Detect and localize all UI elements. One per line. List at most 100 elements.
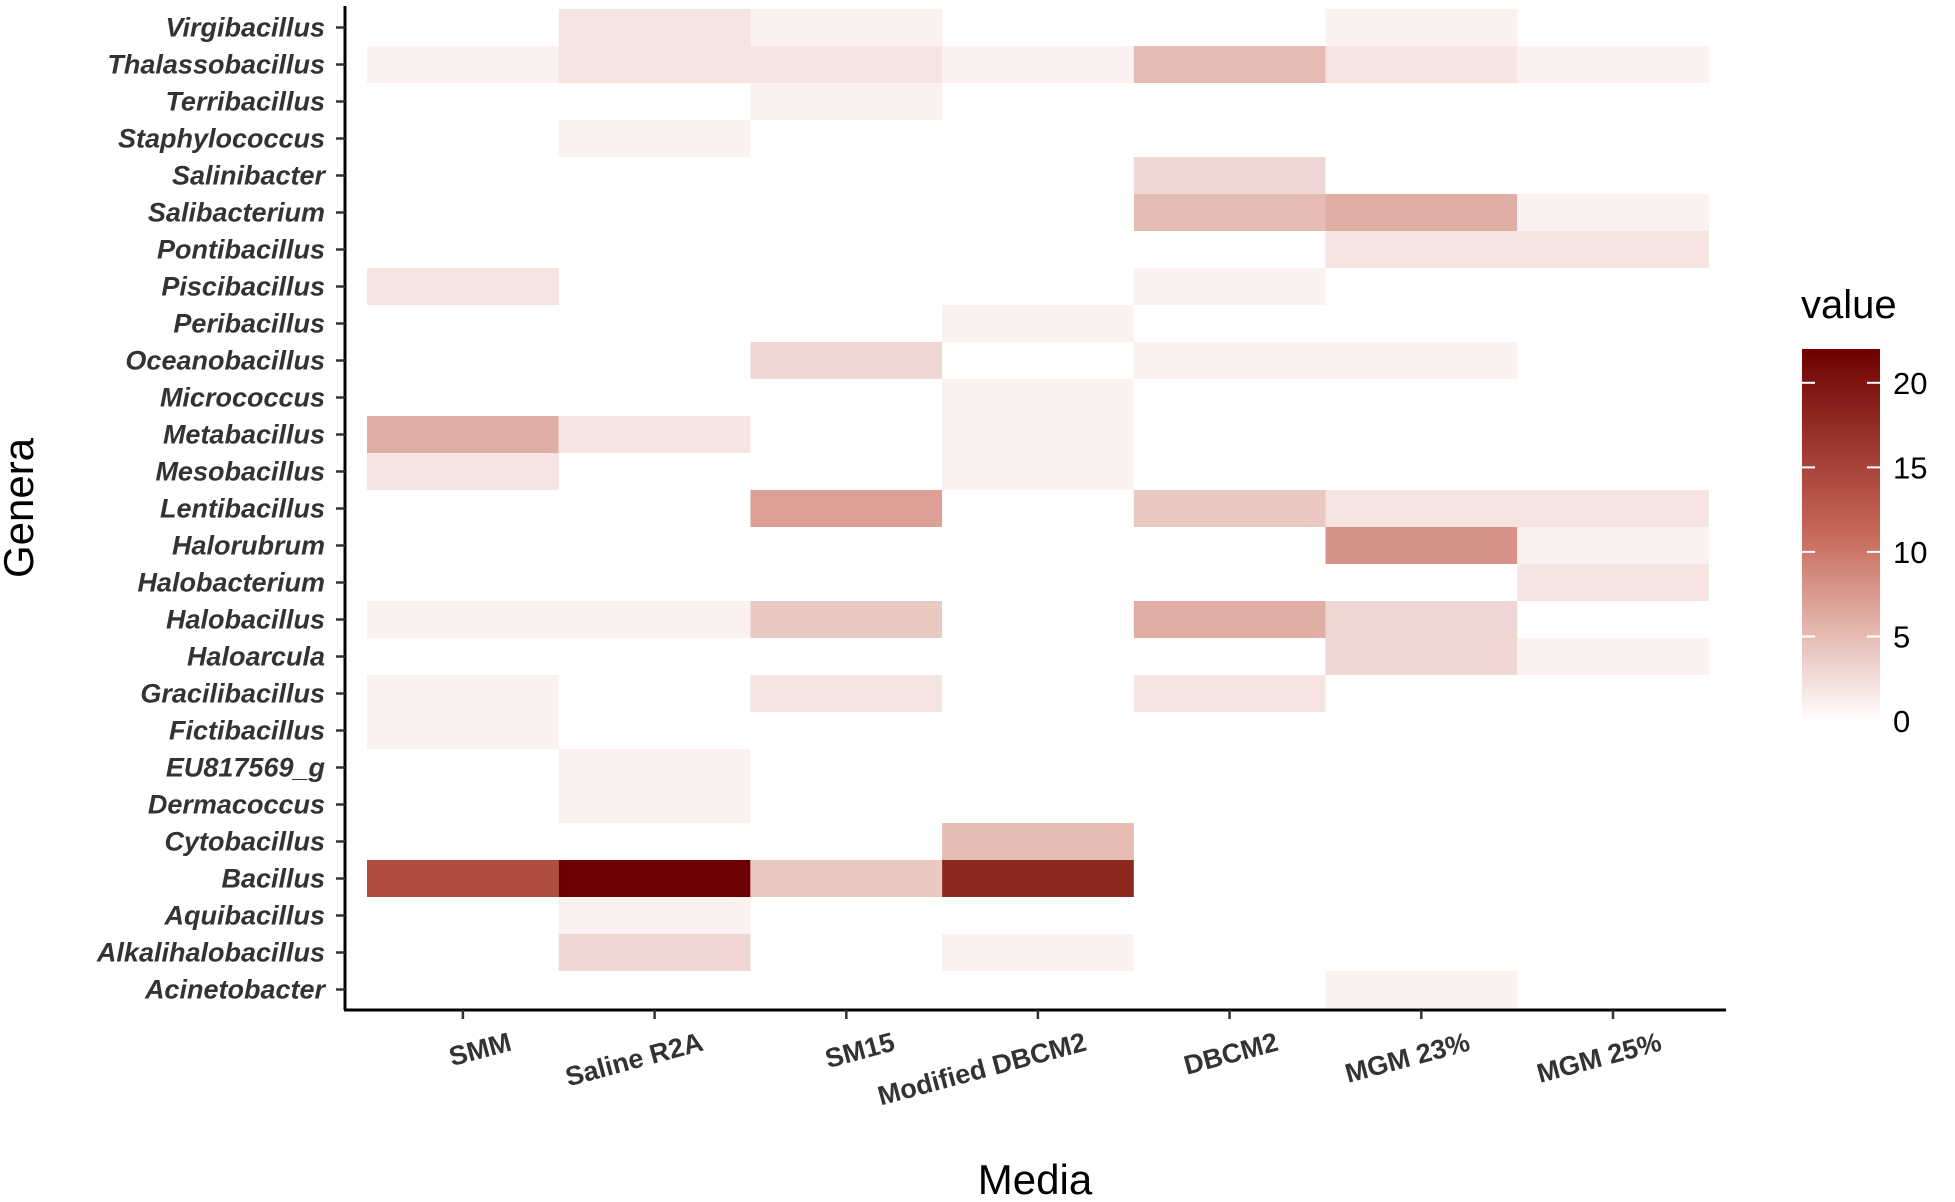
heatmap-cell xyxy=(1133,46,1326,83)
y-tick-label: Oceanobacillus xyxy=(125,346,325,376)
y-tick-label: Fictibacillus xyxy=(169,716,325,746)
heatmap-cell xyxy=(750,83,943,120)
y-tick-label: Alkalihalobacillus xyxy=(96,938,325,968)
y-tick-label: Halobacillus xyxy=(166,605,325,635)
x-tick-marks xyxy=(461,1010,1615,1019)
y-tick-label: Aquibacillus xyxy=(163,901,325,931)
heatmap-cell xyxy=(558,897,751,934)
heatmap-cell xyxy=(558,416,751,453)
heatmap-cell xyxy=(1133,675,1326,712)
heatmap-cell xyxy=(942,860,1134,897)
heatmap-cell xyxy=(1517,638,1709,675)
heatmap-cell xyxy=(1517,194,1709,231)
y-tick-label: Micrococcus xyxy=(160,383,325,413)
y-tick-label: EU817569_g xyxy=(166,753,326,783)
y-tick-label: Lentibacillus xyxy=(160,494,325,524)
heatmap-cell xyxy=(750,9,943,46)
heatmap-cell xyxy=(942,416,1134,453)
x-axis-title: Media xyxy=(978,1156,1093,1202)
y-tick-label: Salibacterium xyxy=(148,198,325,228)
heatmap-cell xyxy=(1517,46,1709,83)
y-tick-label: Virgibacillus xyxy=(165,13,325,43)
y-tick-label: Gracilibacillus xyxy=(140,679,325,709)
heatmap-cell xyxy=(1325,342,1518,379)
x-tick-label: MGM 25% xyxy=(1534,1027,1665,1089)
x-tick-label: Modified DBCM2 xyxy=(875,1027,1090,1111)
heatmap-cell xyxy=(1517,231,1709,268)
heatmap-cell xyxy=(1325,231,1518,268)
heatmap-cell xyxy=(558,934,751,971)
heatmap-cells xyxy=(367,9,1709,1008)
heatmap-cell xyxy=(367,860,559,897)
y-tick-label: Dermacoccus xyxy=(148,790,325,820)
legend-tick-label: 5 xyxy=(1893,620,1910,655)
legend-ticks: 0 5 10 15 20 xyxy=(1802,366,1927,739)
heatmap-cell xyxy=(1133,490,1326,527)
y-tick-labels: Virgibacillus Thalassobacillus Terribacill… xyxy=(96,13,327,1005)
heatmap-cell xyxy=(558,601,751,638)
heatmap-cell xyxy=(942,453,1134,490)
heatmap-cell xyxy=(1325,601,1518,638)
heatmap-cell xyxy=(367,712,559,749)
x-tick-label: SM15 xyxy=(822,1027,898,1074)
heatmap-cell xyxy=(558,860,751,897)
y-tick-label: Pontibacillus xyxy=(157,235,325,265)
legend-title: value xyxy=(1801,283,1897,327)
heatmap-cell xyxy=(1133,194,1326,231)
heatmap-cell xyxy=(750,675,943,712)
y-axis-title: Genera xyxy=(0,437,42,578)
heatmap-cell xyxy=(942,934,1134,971)
heatmap-cell xyxy=(558,786,751,823)
y-tick-label: Peribacillus xyxy=(173,309,325,339)
heatmap-cell xyxy=(1517,490,1709,527)
heatmap-cell xyxy=(1325,527,1518,564)
heatmap-cell xyxy=(367,416,559,453)
x-tick-label: SMM xyxy=(446,1027,515,1072)
x-tick-label: MGM 23% xyxy=(1342,1027,1473,1089)
heatmap-cell xyxy=(750,601,943,638)
heatmap-cell xyxy=(1133,268,1326,305)
heatmap-cell xyxy=(367,453,559,490)
heatmap-cell xyxy=(367,675,559,712)
heatmap-cell xyxy=(367,46,559,83)
heatmap-cell xyxy=(558,46,751,83)
y-tick-label: Acinetobacter xyxy=(144,975,327,1005)
legend-tick-label: 10 xyxy=(1893,535,1927,570)
heatmap-cell xyxy=(750,46,943,83)
heatmap-cell xyxy=(1133,601,1326,638)
y-tick-label: Staphylococcus xyxy=(118,124,325,154)
heatmap-cell xyxy=(558,9,751,46)
y-tick-label: Mesobacillus xyxy=(155,457,325,487)
y-tick-label: Haloarcula xyxy=(187,642,325,672)
heatmap-cell xyxy=(942,46,1134,83)
y-tick-label: Salinibacter xyxy=(172,161,327,191)
heatmap-cell xyxy=(1517,527,1709,564)
heatmap-cell xyxy=(1325,46,1518,83)
y-tick-label: Cytobacillus xyxy=(164,827,325,857)
y-tick-label: Halorubrum xyxy=(172,531,325,561)
heatmap-cell xyxy=(942,379,1134,416)
heatmap-cell xyxy=(1133,342,1326,379)
heatmap-cell xyxy=(1325,971,1518,1008)
y-tick-label: Terribacillus xyxy=(165,87,325,117)
legend-tick-label: 15 xyxy=(1893,450,1927,485)
heatmap-cell xyxy=(1133,157,1326,194)
heatmap-cell xyxy=(1325,638,1518,675)
heatmap-cell xyxy=(558,749,751,786)
x-tick-label: Saline R2A xyxy=(562,1027,706,1092)
heatmap-cell xyxy=(750,860,943,897)
y-tick-label: Thalassobacillus xyxy=(107,50,325,80)
y-tick-label: Piscibacillus xyxy=(161,272,325,302)
y-tick-label: Bacillus xyxy=(221,864,325,894)
y-tick-label: Halobacterium xyxy=(137,568,325,598)
heatmap-cell xyxy=(367,601,559,638)
heatmap-cell xyxy=(1517,564,1709,601)
x-tick-label: DBCM2 xyxy=(1181,1027,1282,1081)
color-legend: value 0 5 10 15 20 xyxy=(1801,283,1927,739)
heatmap-cell xyxy=(942,305,1134,342)
heatmap-cell xyxy=(750,490,943,527)
legend-tick-label: 0 xyxy=(1893,704,1910,739)
heatmap-cell xyxy=(1325,194,1518,231)
